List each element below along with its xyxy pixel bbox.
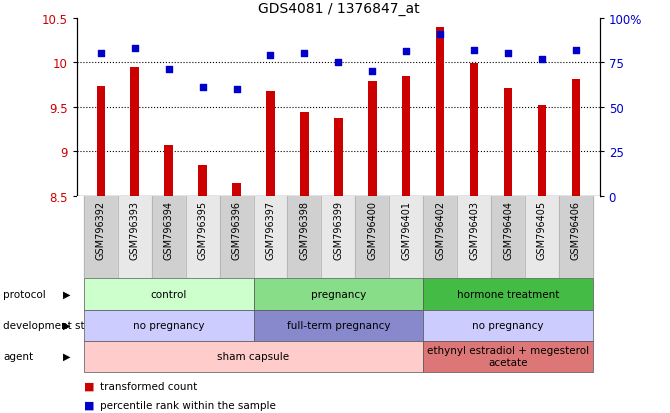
Bar bbox=[220, 196, 253, 279]
Point bbox=[401, 49, 411, 56]
Point bbox=[333, 59, 344, 66]
Text: GSM796398: GSM796398 bbox=[299, 200, 310, 259]
Text: pregnancy: pregnancy bbox=[311, 289, 366, 299]
Text: percentile rank within the sample: percentile rank within the sample bbox=[100, 400, 276, 410]
Bar bbox=[96, 87, 105, 196]
Text: agent: agent bbox=[3, 351, 34, 361]
Text: ■: ■ bbox=[84, 400, 94, 410]
Text: GSM796405: GSM796405 bbox=[537, 200, 547, 259]
Bar bbox=[355, 196, 389, 279]
Bar bbox=[300, 113, 309, 196]
Text: GSM796396: GSM796396 bbox=[232, 200, 242, 259]
Bar bbox=[402, 77, 411, 196]
Point bbox=[265, 52, 276, 59]
Point bbox=[537, 56, 547, 63]
Bar bbox=[389, 196, 423, 279]
Bar bbox=[423, 196, 457, 279]
Point bbox=[502, 51, 513, 57]
Bar bbox=[525, 196, 559, 279]
Text: ▶: ▶ bbox=[63, 351, 70, 361]
Text: control: control bbox=[151, 289, 187, 299]
Point bbox=[435, 31, 446, 38]
Bar bbox=[322, 196, 355, 279]
Bar bbox=[164, 145, 173, 196]
Text: no pregnancy: no pregnancy bbox=[472, 320, 544, 330]
Text: hormone treatment: hormone treatment bbox=[457, 289, 559, 299]
Bar bbox=[287, 196, 322, 279]
Bar bbox=[436, 28, 444, 196]
Bar bbox=[198, 166, 207, 196]
Text: ▶: ▶ bbox=[63, 320, 70, 330]
Bar bbox=[131, 68, 139, 196]
Text: GSM796404: GSM796404 bbox=[503, 200, 513, 259]
Bar bbox=[253, 196, 287, 279]
Text: ▶: ▶ bbox=[63, 289, 70, 299]
Text: GSM796400: GSM796400 bbox=[367, 200, 377, 259]
Text: GSM796395: GSM796395 bbox=[198, 200, 208, 259]
Text: full-term pregnancy: full-term pregnancy bbox=[287, 320, 390, 330]
Bar bbox=[186, 196, 220, 279]
Text: ■: ■ bbox=[84, 381, 94, 391]
Bar bbox=[559, 196, 593, 279]
Point bbox=[571, 47, 582, 54]
Bar bbox=[572, 80, 580, 196]
Point bbox=[299, 51, 310, 57]
Point bbox=[367, 69, 378, 75]
Title: GDS4081 / 1376847_at: GDS4081 / 1376847_at bbox=[257, 2, 419, 16]
Bar bbox=[491, 196, 525, 279]
Point bbox=[163, 67, 174, 74]
Text: GSM796394: GSM796394 bbox=[163, 200, 174, 259]
Bar bbox=[151, 196, 186, 279]
Text: GSM796403: GSM796403 bbox=[469, 200, 479, 259]
Bar bbox=[538, 106, 546, 196]
Point bbox=[469, 47, 480, 54]
Text: GSM796399: GSM796399 bbox=[334, 200, 343, 259]
Bar bbox=[266, 91, 275, 196]
Text: protocol: protocol bbox=[3, 289, 46, 299]
Point bbox=[231, 86, 242, 93]
Bar bbox=[334, 119, 342, 196]
Text: development stage: development stage bbox=[3, 320, 105, 330]
Bar bbox=[470, 64, 478, 196]
Text: GSM796402: GSM796402 bbox=[435, 200, 445, 259]
Text: ethynyl estradiol + megesterol
acetate: ethynyl estradiol + megesterol acetate bbox=[427, 345, 589, 367]
Bar bbox=[232, 184, 241, 196]
Bar bbox=[84, 196, 118, 279]
Text: GSM796406: GSM796406 bbox=[571, 200, 581, 259]
Point bbox=[197, 85, 208, 91]
Text: GSM796392: GSM796392 bbox=[96, 200, 106, 259]
Text: GSM796401: GSM796401 bbox=[401, 200, 411, 259]
Bar bbox=[368, 82, 377, 196]
Point bbox=[129, 45, 140, 52]
Bar bbox=[118, 196, 151, 279]
Text: GSM796393: GSM796393 bbox=[130, 200, 140, 259]
Text: no pregnancy: no pregnancy bbox=[133, 320, 204, 330]
Bar bbox=[504, 89, 513, 196]
Text: sham capsule: sham capsule bbox=[218, 351, 289, 361]
Bar bbox=[457, 196, 491, 279]
Point bbox=[95, 51, 106, 57]
Text: GSM796397: GSM796397 bbox=[265, 200, 275, 259]
Text: transformed count: transformed count bbox=[100, 381, 198, 391]
